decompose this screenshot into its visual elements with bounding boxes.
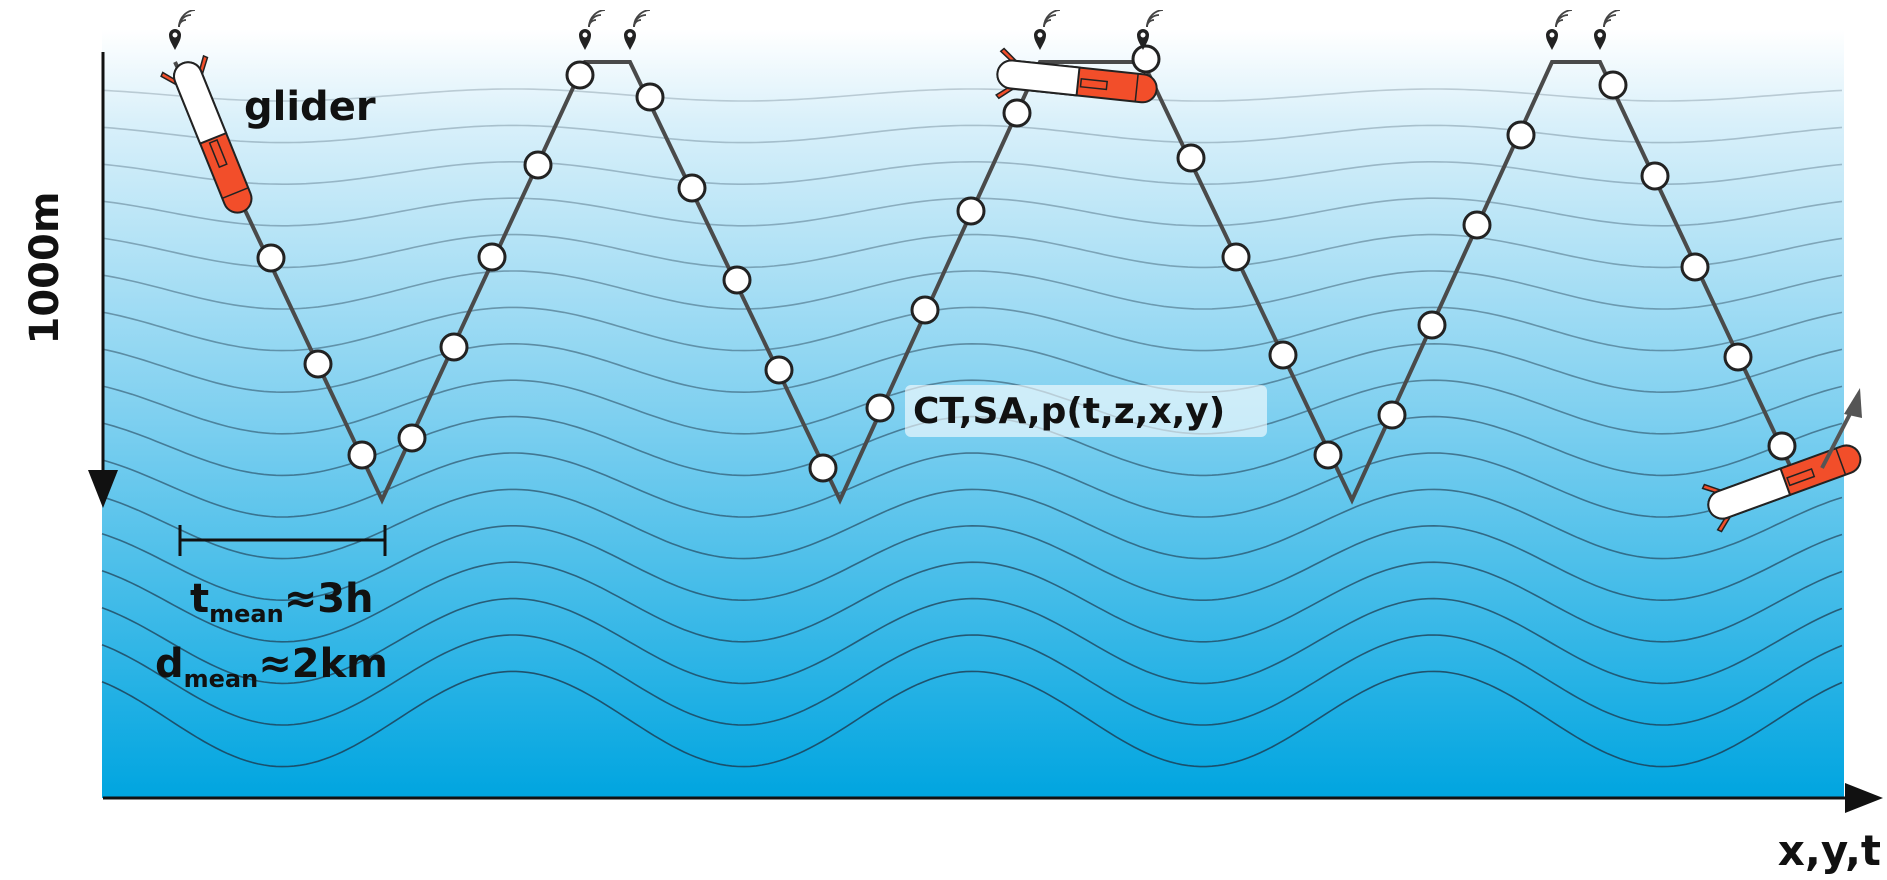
measurement-point (722, 265, 752, 295)
ascent-arrow-head (1844, 388, 1862, 418)
measurement-point (1176, 143, 1206, 173)
wave-line (101, 524, 1843, 602)
measurement-point (677, 173, 707, 203)
horizontal-axis-label: x,y,t (1778, 826, 1881, 875)
measurement-point (1221, 242, 1251, 272)
measurement-point (1680, 252, 1710, 282)
t-mean-label: tmean≈3h (190, 576, 374, 628)
measurement-point (1268, 340, 1298, 370)
d-mean-subscript: mean (184, 665, 259, 693)
measurement-point (1506, 120, 1536, 150)
wave-line (101, 597, 1843, 685)
horizontal-axis-arrowhead (1845, 783, 1883, 813)
wave-line (101, 379, 1843, 435)
wave-line (101, 270, 1843, 310)
measurement-point (303, 349, 333, 379)
wave-line (101, 124, 1843, 144)
d-mean-symbol: d (155, 641, 184, 687)
wave-line (101, 342, 1843, 394)
measurement-label-box (905, 385, 1267, 437)
measurement-point (477, 242, 507, 272)
depth-axis-arrowhead (88, 470, 118, 508)
measurement-point (565, 60, 595, 90)
ascent-arrow (1820, 409, 1854, 469)
measurement-points (256, 44, 1797, 483)
wave-line (101, 233, 1843, 269)
measurement-point (1767, 431, 1797, 461)
depth-axis-label: 1000m (22, 191, 68, 344)
wave-line (101, 161, 1843, 185)
measurement-point (1462, 210, 1492, 240)
measurement-point (1131, 44, 1161, 74)
glider-label: glider (244, 84, 376, 130)
measurement-point (256, 243, 286, 273)
measurement-point (956, 196, 986, 226)
measurement-point (1598, 70, 1628, 100)
measurement-point (347, 440, 377, 470)
t-mean-value: ≈3h (284, 576, 374, 622)
glider-sawtooth-track (173, 60, 1794, 505)
measurement-point (1002, 98, 1032, 128)
wave-line (101, 88, 1843, 102)
measurement-point (865, 393, 895, 423)
measurement-point (808, 453, 838, 483)
measurement-point (910, 295, 940, 325)
measurement-point (523, 150, 553, 180)
measurement-point (635, 82, 665, 112)
measurement-point (1723, 342, 1753, 372)
t-mean-subscript: mean (209, 600, 284, 628)
measurement-point (439, 332, 469, 362)
t-mean-symbol: t (190, 576, 209, 622)
measurement-point (1640, 161, 1670, 191)
wave-line (101, 634, 1843, 726)
measurement-point (764, 355, 794, 385)
measurement-point (1313, 440, 1343, 470)
wave-line (101, 561, 1843, 643)
wave-line (101, 488, 1843, 560)
measurement-point (397, 423, 427, 453)
measurement-label: CT,SA,p(t,z,x,y) (913, 391, 1225, 432)
wave-line (101, 452, 1843, 518)
d-mean-label: dmean≈2km (155, 641, 388, 693)
wave-line (101, 670, 1843, 768)
measurement-point (1377, 400, 1407, 430)
measurement-point (1417, 310, 1447, 340)
wave-line (101, 306, 1843, 352)
d-mean-value: ≈2km (258, 641, 388, 687)
